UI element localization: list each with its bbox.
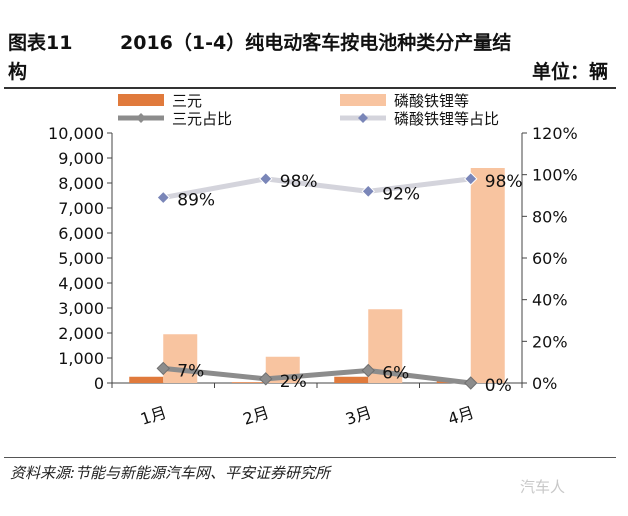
lines (156, 172, 478, 390)
left-tick-label: 4,000 (58, 274, 104, 293)
x-tick-label: 2月 (241, 403, 272, 429)
left-tick-label: 3,000 (58, 299, 104, 318)
series-line-lfp-share (162, 176, 472, 201)
x-tick-label: 3月 (343, 403, 374, 429)
left-tick-label: 1,000 (58, 349, 104, 368)
bar-ternary (334, 376, 369, 383)
legend-label: 磷酸铁锂等 (394, 92, 469, 110)
legend-label: 三元 (172, 92, 202, 110)
left-tick-label: 10,000 (48, 124, 104, 143)
bar-ternary (129, 376, 164, 383)
bar-lfp (163, 334, 198, 383)
right-tick-label: 100% (532, 166, 578, 185)
legend-swatch (118, 94, 164, 106)
label-ternary-share: 7% (177, 361, 204, 381)
right-tick-label: 20% (532, 332, 568, 351)
right-tick-label: 120% (532, 124, 578, 143)
right-tick-label: 80% (532, 207, 568, 226)
label-ternary-share: 2% (280, 372, 307, 392)
x-tick-label: 4月 (446, 403, 477, 429)
watermark: 汽车人 (520, 478, 566, 496)
unit-label: 单位：辆 (531, 61, 608, 83)
legend-swatch (340, 94, 386, 106)
legend-label: 磷酸铁锂等占比 (394, 110, 499, 128)
left-tick-label: 6,000 (58, 224, 104, 243)
x-tick-label: 1月 (138, 403, 169, 429)
left-tick-label: 0 (94, 374, 104, 393)
point-ternary-share (156, 361, 170, 376)
figure-title: 2016（1-4）纯电动客车按电池种类分产量结 (120, 32, 512, 54)
legend-label: 三元占比 (172, 110, 232, 128)
label-lfp-share: 89% (177, 191, 215, 211)
footer-rule (4, 457, 616, 458)
data-labels: 7% 2% 6% 0% 89% 98% 92% 98% (177, 172, 522, 396)
label-ternary-share: 0% (485, 376, 512, 396)
legend-marker (358, 113, 368, 123)
header-rule (4, 87, 616, 89)
label-lfp-share: 92% (382, 184, 420, 204)
source-note: 资料来源:节能与新能源汽车网、平安证券研究所 (10, 464, 331, 482)
left-tick-label: 8,000 (58, 174, 104, 193)
point-lfp-share (361, 184, 375, 199)
right-tick-label: 0% (532, 374, 557, 393)
point-ternary-share (259, 372, 273, 386)
point-lfp-share (259, 172, 273, 186)
label-lfp-share: 98% (485, 172, 523, 192)
point-lfp-share (156, 190, 170, 205)
point-lfp-share (464, 172, 478, 186)
figure-label: 图表11 (8, 32, 73, 54)
bar-lfp (470, 168, 505, 383)
left-tick-label: 5,000 (58, 249, 104, 268)
left-tick-label: 9,000 (58, 149, 104, 168)
bar-ternary (231, 382, 266, 383)
legend-marker (136, 113, 146, 123)
figure-title-continuation: 构 (8, 61, 28, 83)
left-tick-label: 7,000 (58, 199, 104, 218)
point-ternary-share (464, 376, 478, 390)
series-line-ternary-share (162, 365, 472, 386)
right-tick-label: 40% (532, 291, 568, 310)
label-lfp-share: 98% (280, 172, 318, 192)
label-ternary-share: 6% (382, 364, 409, 384)
point-ternary-share (361, 363, 375, 378)
right-tick-label: 60% (532, 249, 568, 268)
left-tick-label: 2,000 (58, 324, 104, 343)
